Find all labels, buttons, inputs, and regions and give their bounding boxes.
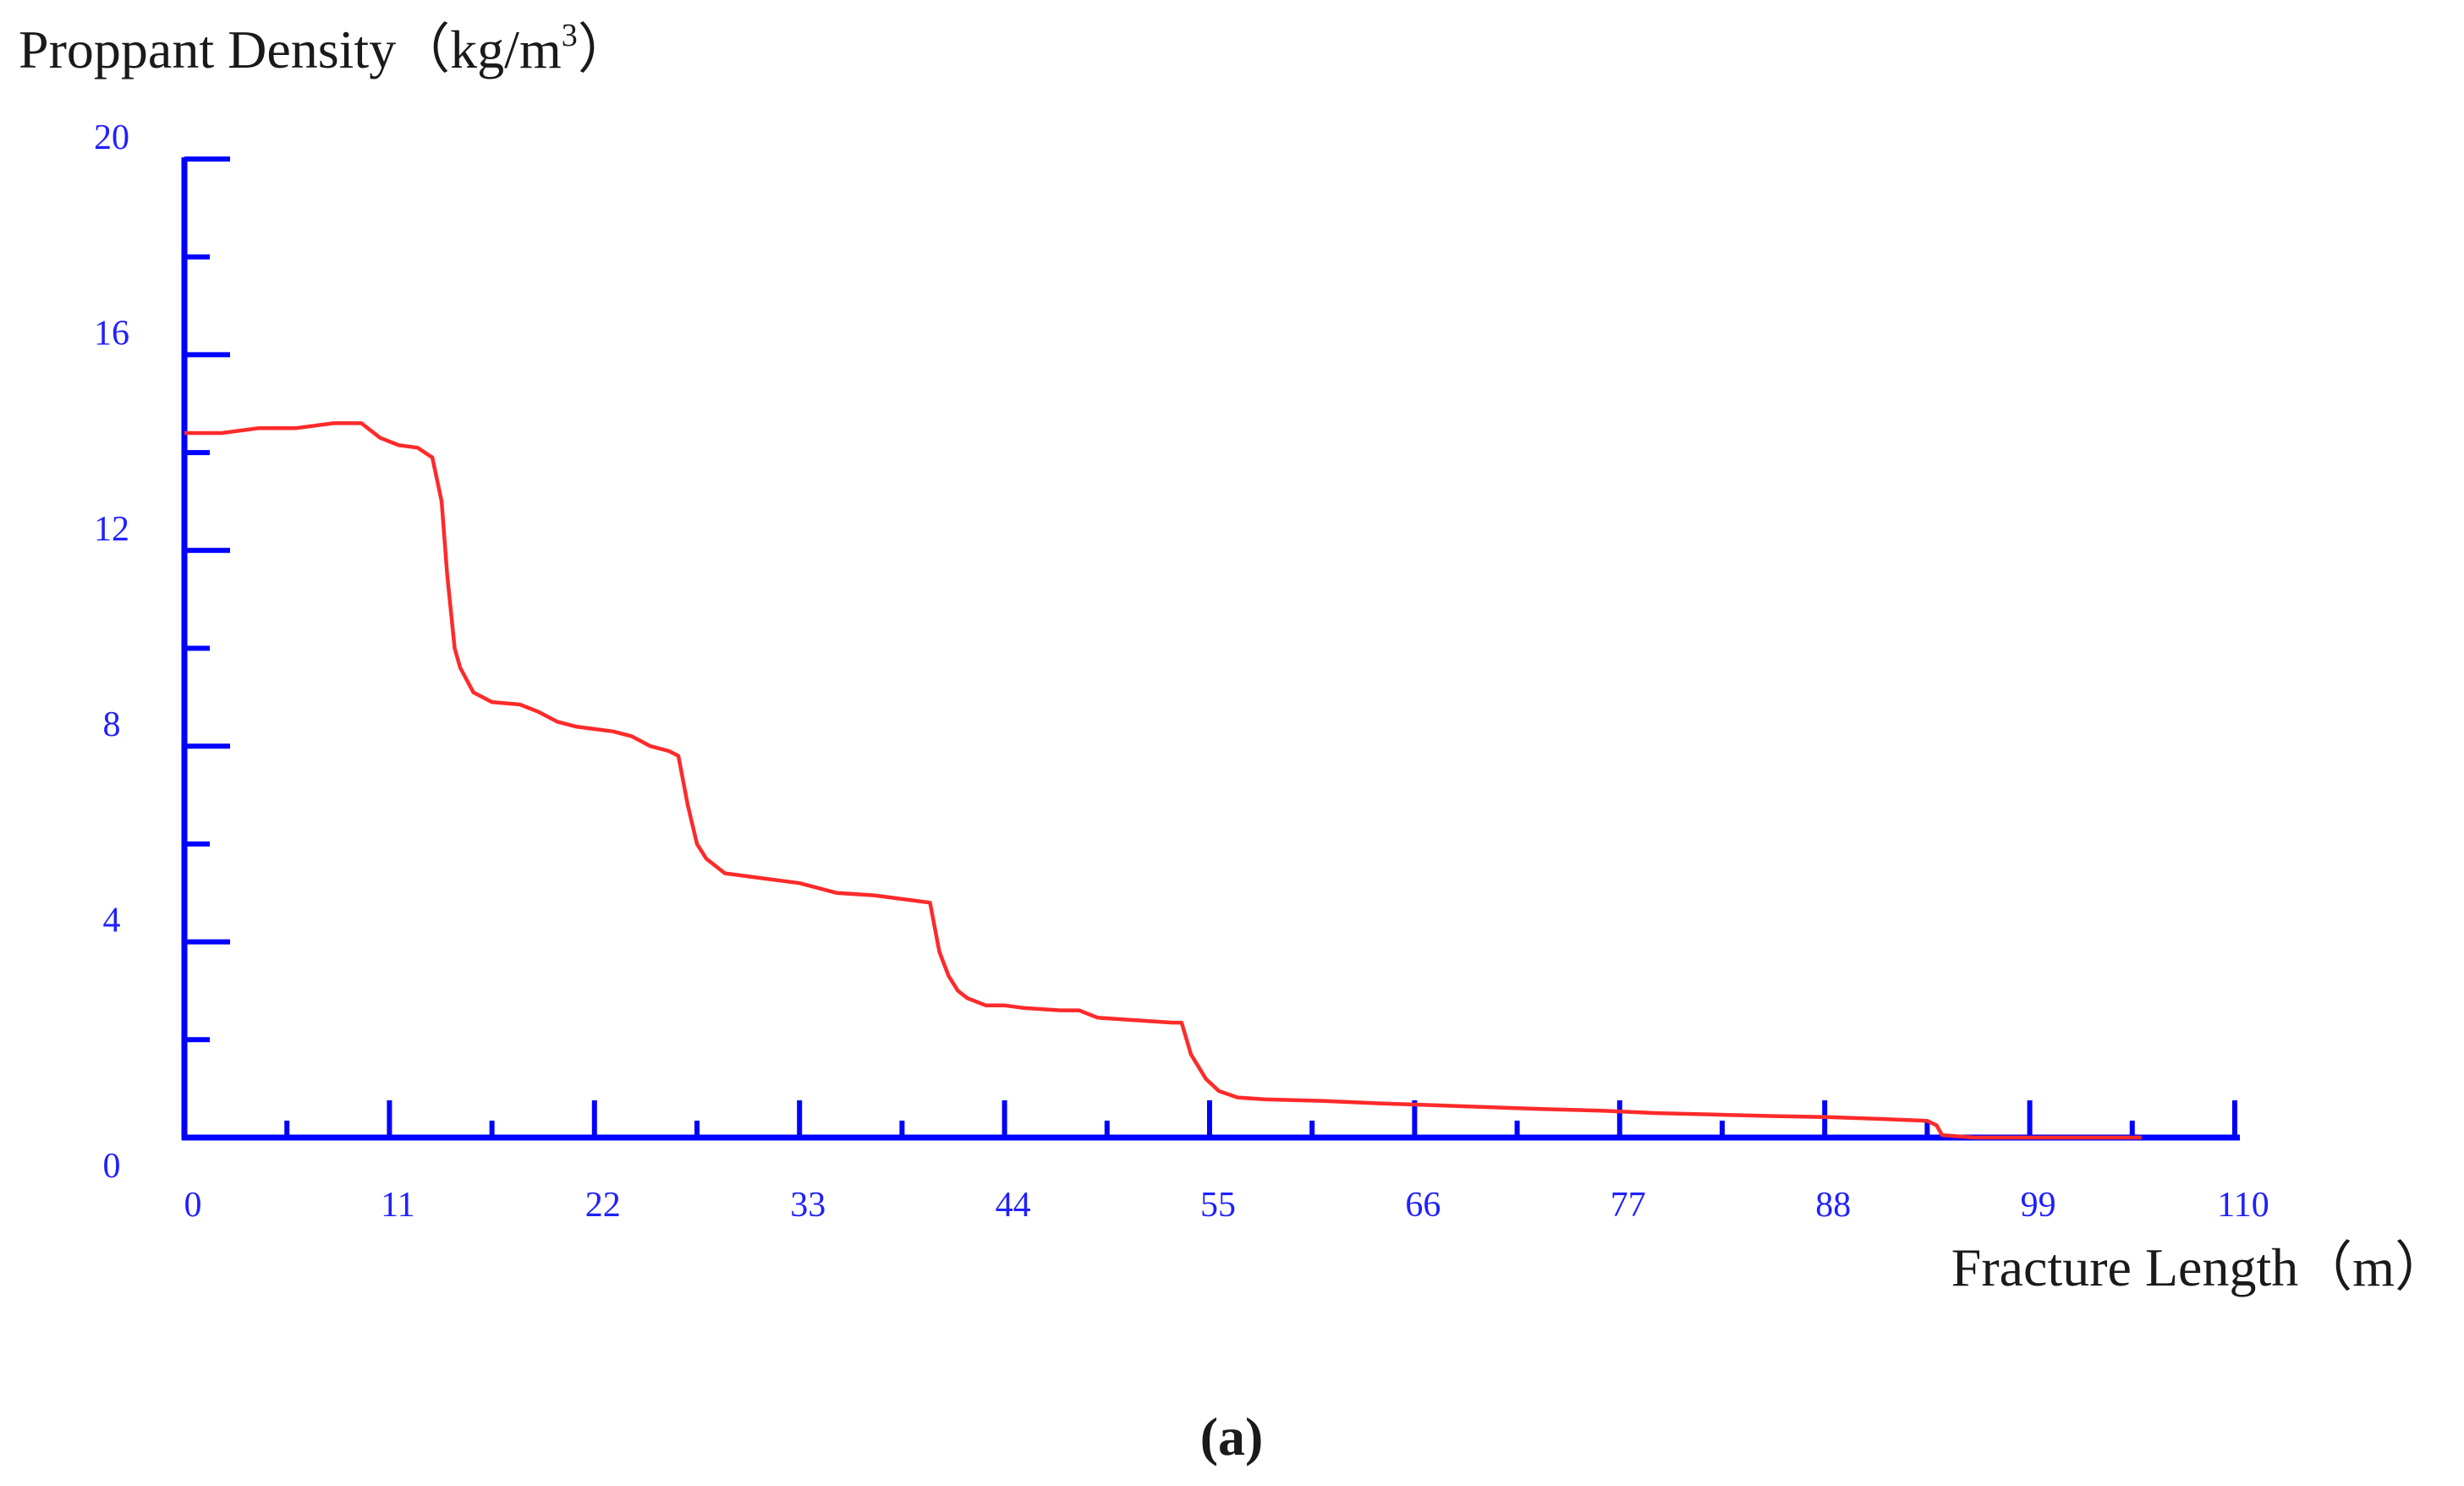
y-axis-title: Proppant Density（kg/m3） [19, 18, 632, 80]
x-tick-label: 110 [2217, 1186, 2269, 1225]
y-tick-label: 20 [94, 118, 129, 157]
series-line-0 [184, 421, 2142, 1140]
x-tick-label: 55 [1200, 1186, 1236, 1225]
y-axis-title-close: ） [578, 19, 632, 80]
x-tick-label: 0 [184, 1186, 202, 1225]
x-tick-label: 22 [585, 1186, 621, 1225]
x-tick-label: 88 [1815, 1186, 1851, 1225]
panel-label: (a) [1200, 1406, 1264, 1467]
y-axis-title-sup: 3 [562, 18, 578, 53]
x-tick-label: 99 [2021, 1186, 2056, 1225]
y-tick-label: 12 [94, 510, 129, 549]
axis-ticks: 0 11 22 33 44 55 66 77 88 99 110 0 4 8 12 16 20 [94, 118, 2269, 1225]
series-group [184, 421, 2142, 1140]
x-axis-title: Fracture Length（m） [1951, 1237, 2449, 1297]
y-tick-label: 8 [103, 705, 121, 744]
x-tick-label: 11 [381, 1186, 414, 1225]
y-tick-label: 16 [94, 314, 129, 353]
x-tick-label: 77 [1611, 1186, 1646, 1225]
x-tick-label: 66 [1405, 1186, 1441, 1225]
x-tick-label: 44 [996, 1186, 1031, 1225]
y-tick-label: 0 [103, 1147, 121, 1186]
x-tick-label: 33 [790, 1186, 826, 1225]
y-tick-label: 4 [103, 902, 121, 940]
y-axis-title-main: Proppant Density（kg/m [19, 19, 562, 80]
